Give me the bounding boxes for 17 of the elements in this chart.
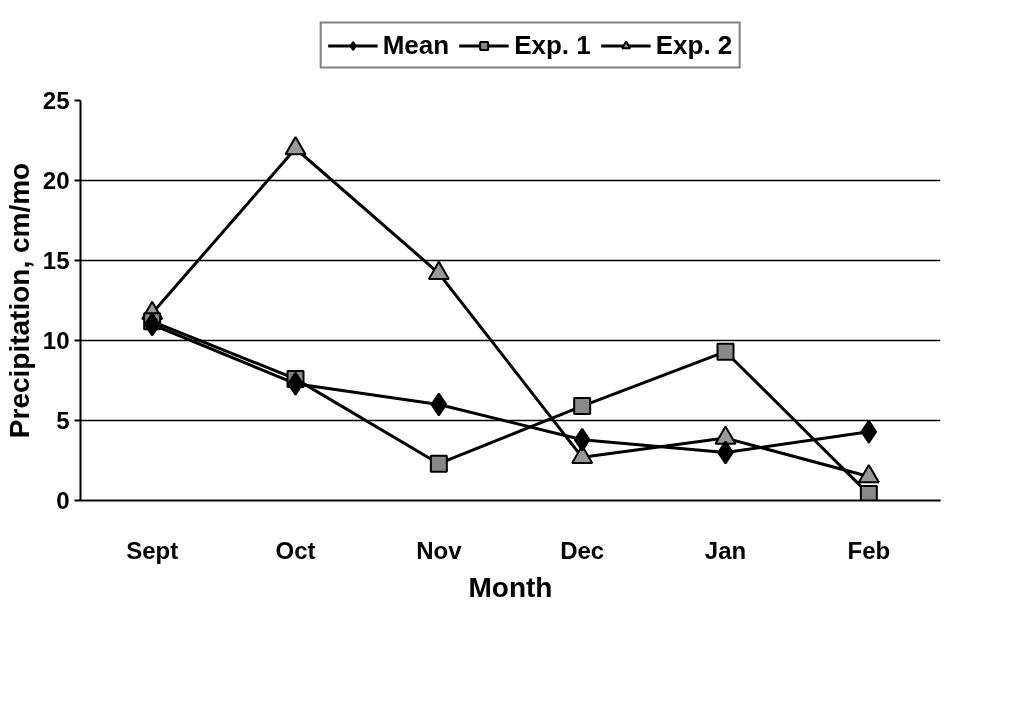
y-tick-label: 0 (56, 487, 70, 514)
y-tick-label: 15 (42, 247, 70, 274)
x-tick-label: Oct (275, 536, 316, 564)
y-tick-label: 20 (42, 167, 70, 194)
x-axis-title: Month (468, 571, 553, 603)
legend-label: Mean (382, 29, 450, 61)
legend-label: Exp. 2 (655, 29, 733, 61)
x-tick-label: Dec (560, 536, 605, 564)
y-tick-label: 10 (42, 327, 70, 354)
x-tick-label: Sept (126, 536, 179, 564)
y-tick-label: 25 (42, 87, 70, 114)
legend-label: Exp. 1 (514, 29, 591, 61)
x-tick-label: Feb (847, 536, 891, 564)
y-axis-title: Precipitation, cm/mo (3, 162, 35, 439)
x-tick-label: Jan (704, 536, 747, 564)
x-tick-label: Nov (416, 536, 463, 564)
y-tick-label: 5 (56, 407, 70, 434)
